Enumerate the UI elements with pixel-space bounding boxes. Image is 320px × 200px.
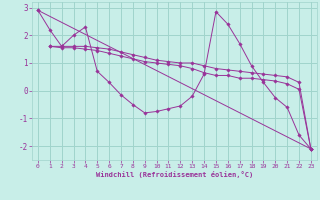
X-axis label: Windchill (Refroidissement éolien,°C): Windchill (Refroidissement éolien,°C) — [96, 171, 253, 178]
